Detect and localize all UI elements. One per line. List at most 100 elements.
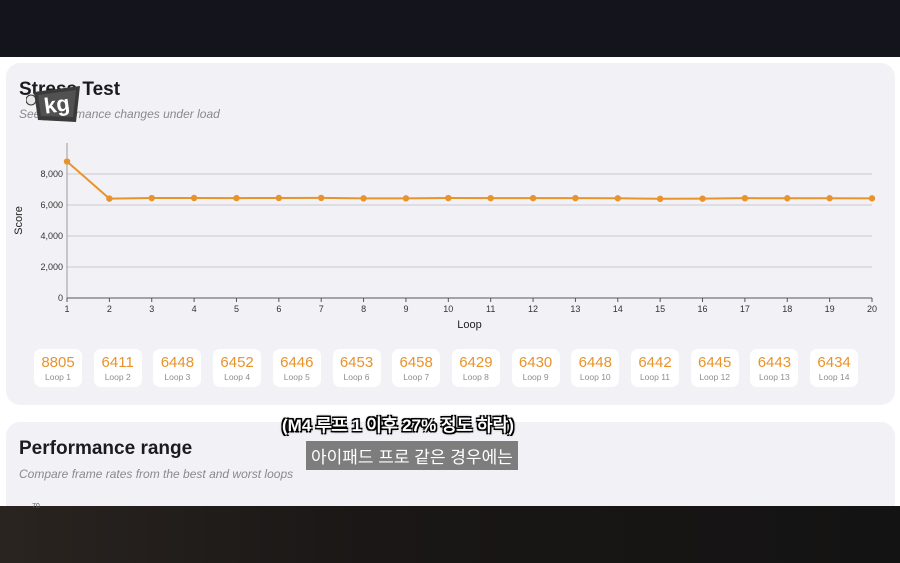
y-tick-label: 6,000 xyxy=(40,200,63,210)
score-loop-label: Loop 4 xyxy=(224,372,251,382)
x-tick-label: 9 xyxy=(403,304,408,314)
stress-test-card: Stress Test See performance changes unde… xyxy=(6,63,895,405)
x-tick-label: 11 xyxy=(486,304,495,314)
score-value: 6443 xyxy=(757,354,792,371)
score-tile[interactable]: 6452 Loop 4 xyxy=(213,349,262,387)
x-tick-label: 1 xyxy=(64,304,69,314)
y-tick-label: 0 xyxy=(58,293,63,303)
score-loop-label: Loop 6 xyxy=(343,372,370,382)
score-point[interactable] xyxy=(106,195,113,202)
score-loop-label: Loop 3 xyxy=(164,372,191,382)
score-point[interactable] xyxy=(868,195,876,202)
score-point[interactable] xyxy=(784,195,791,202)
video-bottom-letterbox xyxy=(0,506,900,563)
performance-range-title: Performance range xyxy=(19,438,193,459)
score-point[interactable] xyxy=(360,195,367,202)
score-value: 8805 xyxy=(41,354,75,371)
performance-range-subtitle: Compare frame rates from the best and wo… xyxy=(19,467,294,481)
score-value: 6430 xyxy=(518,354,553,371)
score-point[interactable] xyxy=(699,195,706,202)
score-tile[interactable]: 6434 Loop 14 xyxy=(810,349,859,387)
video-subtitle: 아이패드 프로 같은 경우에는 xyxy=(306,441,518,470)
x-tick-label: 19 xyxy=(825,304,835,314)
score-point[interactable] xyxy=(190,194,198,202)
score-tile[interactable]: 6458 Loop 7 xyxy=(392,349,441,387)
score-point[interactable] xyxy=(445,194,452,202)
score-value: 6448 xyxy=(160,354,195,371)
score-value: 6452 xyxy=(220,354,254,371)
score-value: 6453 xyxy=(339,354,374,371)
score-point[interactable] xyxy=(572,194,579,202)
x-axis-title: Loop xyxy=(457,319,481,331)
score-loop-label: Loop 2 xyxy=(104,372,131,382)
score-line xyxy=(66,160,873,200)
x-tick-label: 13 xyxy=(570,304,580,314)
score-value: 6442 xyxy=(638,354,672,371)
score-point[interactable] xyxy=(318,194,325,202)
score-tile[interactable]: 6430 Loop 9 xyxy=(511,349,560,387)
x-tick-label: 8 xyxy=(361,304,366,314)
score-value: 6458 xyxy=(399,354,433,371)
score-loop-label: Loop 10 xyxy=(579,372,611,382)
x-tick-label: 18 xyxy=(782,304,792,314)
score-tile[interactable]: 6453 Loop 6 xyxy=(332,349,381,387)
x-tick-label: 15 xyxy=(655,304,665,314)
score-tile[interactable]: 6429 Loop 8 xyxy=(451,349,500,387)
score-loop-label: Loop 11 xyxy=(639,372,671,382)
score-loop-label: Loop 5 xyxy=(283,372,310,382)
loop-score-strip[interactable]: 8805 Loop 1 6411 Loop 2 6448 Loop 3 6452 Loop 4… xyxy=(34,349,868,389)
score-point[interactable] xyxy=(148,194,155,202)
score-value: 6448 xyxy=(578,354,612,371)
x-tick-label: 10 xyxy=(443,304,453,314)
x-tick-label: 7 xyxy=(319,304,324,314)
score-loop-label: Loop 12 xyxy=(699,372,731,382)
x-tick-label: 14 xyxy=(613,304,623,314)
score-tile[interactable]: 6448 Loop 3 xyxy=(153,349,202,387)
app-screen: Stress Test See performance changes unde… xyxy=(0,57,900,506)
logo-text: kg xyxy=(42,90,71,118)
performance-range-card: Performance range Compare frame rates fr… xyxy=(6,422,895,506)
score-point[interactable] xyxy=(275,194,283,202)
video-caption: (M4 루프 1 이후 27% 정도 하락) xyxy=(282,416,514,435)
score-tile[interactable]: 6411 Loop 2 xyxy=(93,349,142,387)
score-point[interactable] xyxy=(487,194,494,202)
x-tick-label: 3 xyxy=(149,304,154,314)
x-tick-label: 20 xyxy=(867,304,877,314)
score-point[interactable] xyxy=(233,194,240,202)
score-point[interactable] xyxy=(529,194,537,202)
x-tick-label: 12 xyxy=(528,304,538,314)
score-point[interactable] xyxy=(656,195,664,202)
score-value: 6411 xyxy=(101,354,134,371)
y-tick-label: 4,000 xyxy=(40,231,63,241)
chart-grid xyxy=(67,173,872,268)
score-value: 6429 xyxy=(459,354,493,371)
score-tile[interactable]: 6445 Loop 12 xyxy=(690,349,739,387)
score-loop-label: Loop 8 xyxy=(462,372,489,382)
score-loop-label: Loop 1 xyxy=(45,372,71,382)
score-value: 6446 xyxy=(280,354,314,371)
x-tick-label: 16 xyxy=(698,304,708,314)
score-tile[interactable]: 6442 Loop 11 xyxy=(631,349,679,387)
score-point[interactable] xyxy=(614,195,621,202)
x-tick-label: 6 xyxy=(276,304,281,314)
score-value: 6445 xyxy=(698,354,732,371)
score-point[interactable] xyxy=(826,195,833,202)
score-value: 6434 xyxy=(817,354,851,371)
y-tick-label: 8,000 xyxy=(40,169,63,179)
score-point[interactable] xyxy=(402,195,410,202)
score-point[interactable] xyxy=(741,194,749,202)
score-loop-label: Loop 9 xyxy=(522,372,549,382)
score-tile[interactable]: 8805 Loop 1 xyxy=(34,349,82,387)
score-tile[interactable]: 6448 Loop 10 xyxy=(571,349,620,387)
score-tile[interactable]: 6443 Loop 13 xyxy=(750,349,799,387)
score-loop-label: Loop 7 xyxy=(403,372,430,382)
score-loop-label: Loop 14 xyxy=(818,372,850,382)
y-tick-label: 2,000 xyxy=(40,262,63,272)
score-point[interactable] xyxy=(63,158,71,165)
score-tile[interactable]: 6446 Loop 5 xyxy=(272,349,321,387)
range-axis-top-label: 70 xyxy=(32,503,40,510)
x-tick-label: 5 xyxy=(234,304,239,314)
chart-series xyxy=(63,158,876,202)
